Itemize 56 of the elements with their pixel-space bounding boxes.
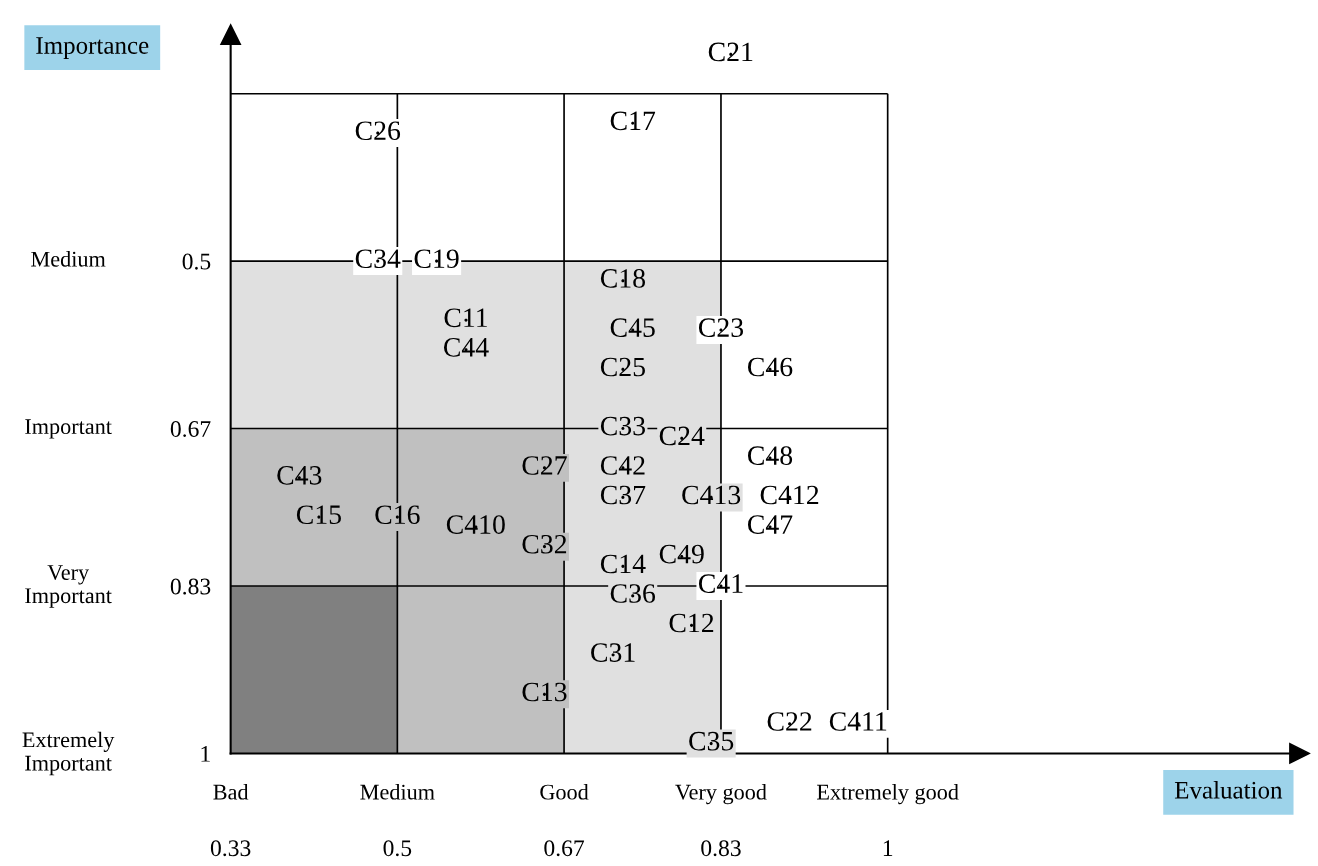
data-label: C48 [747,446,793,465]
data-label: C34 [355,249,401,269]
text: Very good [675,783,767,805]
data-label: C12 [669,613,714,633]
data-label: C11 [444,308,487,328]
x-tick-label: 0.83 [701,840,741,857]
text: Bad [213,783,249,800]
data-label: C32 [522,534,567,554]
data-label: C14 [600,554,646,574]
data-label: C35 [689,731,734,751]
data-label: C13 [522,682,567,702]
data-label: C49 [659,544,704,564]
data-label: C18 [600,269,645,288]
data-label: C23 [698,318,744,337]
data-label: C21 [708,42,753,62]
data-label: C36 [610,584,656,603]
data-label: C26 [355,121,401,141]
text: Extremely Important [22,731,115,776]
data-label: C41 [698,574,743,593]
y-axis-title: Importance [36,37,149,59]
data-label: C22 [767,712,812,731]
text: Extremely good [817,783,959,805]
data-label: C45 [610,318,655,337]
data-label: C24 [659,426,705,446]
x-axis-title: Evaluation [1174,781,1283,799]
data-label: C412 [760,485,819,505]
data-label: C37 [600,485,646,505]
data-label: C33 [600,416,645,436]
y-tick-label: 0.83 [170,578,211,595]
data-label: C16 [375,505,420,525]
x-tick-label: 0.33 [210,840,251,857]
data-label: C42 [600,456,645,475]
y-tick-label: 1 [201,746,210,762]
text: Important [25,419,112,439]
data-label: C19 [414,249,459,269]
data-label: C17 [610,111,656,131]
data-label: C46 [747,357,793,377]
data-label: C44 [443,338,489,357]
data-label: C413 [682,485,741,505]
text: Medium [31,251,106,267]
data-label: C47 [747,515,793,534]
data-label: C43 [277,466,322,485]
x-tick-label: 0.5 [383,840,412,857]
x-tick-label: 0.67 [544,840,585,857]
data-label: C15 [296,505,341,525]
text: Good [540,783,589,800]
data-label: C410 [446,515,505,534]
data-label: C31 [591,643,635,662]
y-tick-label: 0.5 [182,253,211,270]
text: Very Important [25,565,112,608]
data-label: C27 [522,456,567,475]
data-label: C25 [600,357,645,377]
y-tick-label: 0.67 [170,420,211,438]
data-label: C411 [829,712,887,731]
x-tick-label: 1 [883,840,893,856]
text: Medium [360,783,435,800]
